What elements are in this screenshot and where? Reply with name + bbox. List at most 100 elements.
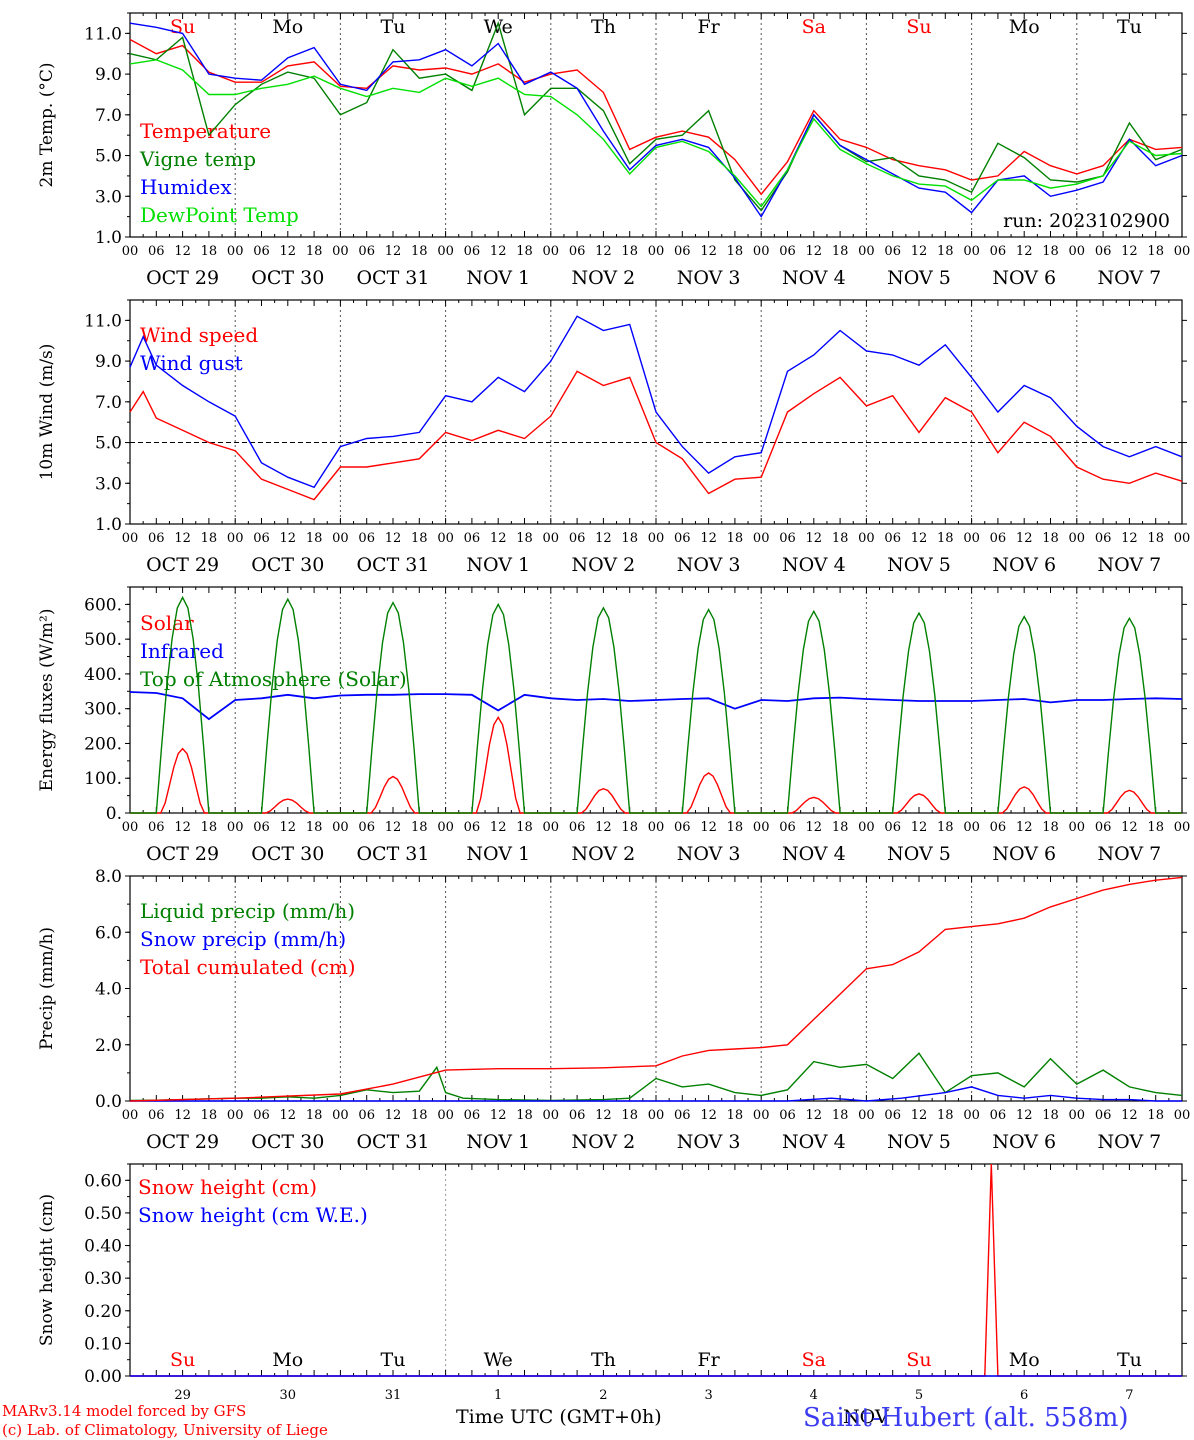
day-number-label: 30 bbox=[280, 1388, 297, 1403]
hour-tick-label: 00 bbox=[858, 244, 875, 259]
y-tick-label: 0.20 bbox=[84, 1302, 122, 1322]
hour-tick-label: 18 bbox=[937, 244, 954, 259]
day-number-label: 31 bbox=[385, 1388, 402, 1403]
hour-tick-label: 06 bbox=[1095, 244, 1112, 259]
hour-tick-label: 06 bbox=[884, 1108, 901, 1123]
hour-tick-label: 12 bbox=[1121, 1108, 1138, 1123]
hour-tick-label: 06 bbox=[253, 1108, 270, 1123]
hour-tick-label: 12 bbox=[595, 1108, 612, 1123]
date-label: NOV 3 bbox=[677, 843, 741, 865]
series-line-top-of-atmosphere-solar- bbox=[130, 595, 1182, 814]
day-number-label: 1 bbox=[494, 1388, 502, 1403]
hour-tick-label: 06 bbox=[569, 820, 586, 835]
hour-tick-label: 18 bbox=[621, 244, 638, 259]
hour-tick-label: 12 bbox=[174, 531, 191, 546]
hour-tick-label: 18 bbox=[1147, 1108, 1164, 1123]
date-label: OCT 29 bbox=[146, 843, 219, 865]
date-label: OCT 31 bbox=[356, 554, 429, 576]
date-label: NOV 3 bbox=[677, 1131, 741, 1153]
hour-tick-label: 06 bbox=[674, 531, 691, 546]
date-label: NOV 6 bbox=[992, 1131, 1056, 1153]
hour-tick-label: 12 bbox=[1016, 820, 1033, 835]
legend-entry: Humidex bbox=[140, 175, 232, 199]
y-tick-label: 0.40 bbox=[84, 1237, 122, 1257]
date-label: NOV 4 bbox=[782, 843, 846, 865]
date-label: OCT 29 bbox=[146, 1131, 219, 1153]
hour-tick-label: 12 bbox=[911, 244, 928, 259]
date-label: NOV 2 bbox=[572, 554, 636, 576]
hour-tick-label: 00 bbox=[543, 531, 560, 546]
series-line-infrared bbox=[129, 691, 1183, 721]
hour-tick-label: 00 bbox=[963, 820, 980, 835]
hour-tick-label: 06 bbox=[990, 531, 1007, 546]
y-tick-label: 400. bbox=[84, 665, 122, 685]
hour-tick-label: 18 bbox=[201, 531, 218, 546]
date-label: OCT 29 bbox=[146, 267, 219, 289]
hour-tick-label: 06 bbox=[779, 820, 796, 835]
weekday-label: Sa bbox=[802, 16, 826, 38]
hour-tick-label: 18 bbox=[516, 1108, 533, 1123]
hour-tick-label: 06 bbox=[253, 244, 270, 259]
hour-tick-label: 18 bbox=[1147, 244, 1164, 259]
date-label: NOV 1 bbox=[466, 843, 530, 865]
date-label: OCT 30 bbox=[251, 554, 324, 576]
date-label: NOV 5 bbox=[887, 554, 951, 576]
date-label: OCT 29 bbox=[146, 554, 219, 576]
hour-tick-label: 18 bbox=[411, 531, 428, 546]
hour-tick-label: 12 bbox=[595, 531, 612, 546]
hour-tick-label: 18 bbox=[306, 1108, 323, 1123]
y-tick-label: 200. bbox=[84, 734, 122, 754]
hour-tick-label: 06 bbox=[674, 820, 691, 835]
hour-tick-label: 00 bbox=[753, 531, 770, 546]
hour-tick-label: 06 bbox=[358, 820, 375, 835]
day-number-label: 6 bbox=[1020, 1388, 1028, 1403]
hour-tick-label: 18 bbox=[937, 820, 954, 835]
hour-tick-label: 12 bbox=[1121, 820, 1138, 835]
hour-tick-label: 06 bbox=[1095, 1108, 1112, 1123]
hour-tick-label: 12 bbox=[385, 244, 402, 259]
hour-tick-label: 18 bbox=[1042, 820, 1059, 835]
weekday-label: Fr bbox=[697, 1349, 720, 1371]
y-tick-label: 300. bbox=[84, 700, 122, 720]
weekday-label: Su bbox=[906, 16, 931, 38]
hour-tick-label: 06 bbox=[148, 244, 165, 259]
y-tick-label: 1.0 bbox=[95, 228, 122, 248]
hour-tick-label: 00 bbox=[122, 1108, 139, 1123]
hour-tick-label: 12 bbox=[385, 1108, 402, 1123]
hour-tick-label: 12 bbox=[1016, 1108, 1033, 1123]
hour-tick-label: 12 bbox=[280, 531, 297, 546]
weekday-label: Su bbox=[170, 1349, 195, 1371]
hour-tick-label: 12 bbox=[700, 244, 717, 259]
date-label: NOV 2 bbox=[572, 1131, 636, 1153]
date-label: NOV 7 bbox=[1098, 1131, 1162, 1153]
weekday-label: We bbox=[484, 16, 513, 38]
y-tick-label: 600. bbox=[84, 595, 122, 615]
date-label: NOV 6 bbox=[992, 843, 1056, 865]
weekday-label: Su bbox=[906, 1349, 931, 1371]
series-line-wind-speed bbox=[129, 370, 1183, 501]
hour-tick-label: 12 bbox=[174, 820, 191, 835]
hour-tick-label: 18 bbox=[201, 820, 218, 835]
weekday-label: Tu bbox=[381, 1349, 406, 1371]
hour-tick-label: 18 bbox=[727, 1108, 744, 1123]
hour-tick-label: 06 bbox=[148, 531, 165, 546]
hour-tick-label: 12 bbox=[280, 244, 297, 259]
hour-tick-label: 18 bbox=[201, 244, 218, 259]
date-label: NOV 5 bbox=[887, 843, 951, 865]
date-label: OCT 30 bbox=[251, 267, 324, 289]
hour-tick-label: 18 bbox=[411, 244, 428, 259]
hour-tick-label: 18 bbox=[937, 1108, 954, 1123]
hour-tick-label: 12 bbox=[280, 1108, 297, 1123]
y-tick-label: 11.0 bbox=[84, 311, 122, 331]
legend-entry: Wind gust bbox=[140, 351, 243, 375]
hour-tick-label: 18 bbox=[1147, 531, 1164, 546]
hour-tick-label: 06 bbox=[253, 531, 270, 546]
hour-tick-label: 06 bbox=[990, 820, 1007, 835]
hour-tick-label: 12 bbox=[1016, 244, 1033, 259]
date-label: NOV 7 bbox=[1098, 554, 1162, 576]
hour-tick-label: 00 bbox=[1174, 531, 1191, 546]
hour-tick-label: 12 bbox=[595, 820, 612, 835]
hour-tick-label: 00 bbox=[1174, 244, 1191, 259]
station-label: Saint-Hubert (alt. 558m) bbox=[803, 1403, 1129, 1433]
weekday-label: Su bbox=[170, 16, 195, 38]
